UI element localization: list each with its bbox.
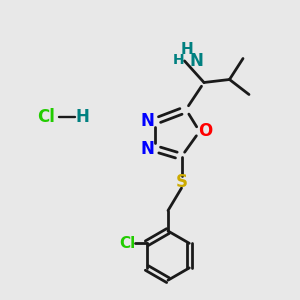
Text: N: N	[190, 52, 204, 70]
Text: N: N	[141, 140, 155, 158]
Text: S: S	[176, 173, 188, 191]
Text: H: H	[76, 108, 89, 126]
Text: Cl: Cl	[38, 108, 56, 126]
Text: N: N	[141, 112, 155, 130]
Text: H: H	[181, 42, 194, 57]
Text: Cl: Cl	[119, 236, 135, 251]
Text: O: O	[198, 122, 213, 140]
Text: H: H	[172, 53, 184, 67]
